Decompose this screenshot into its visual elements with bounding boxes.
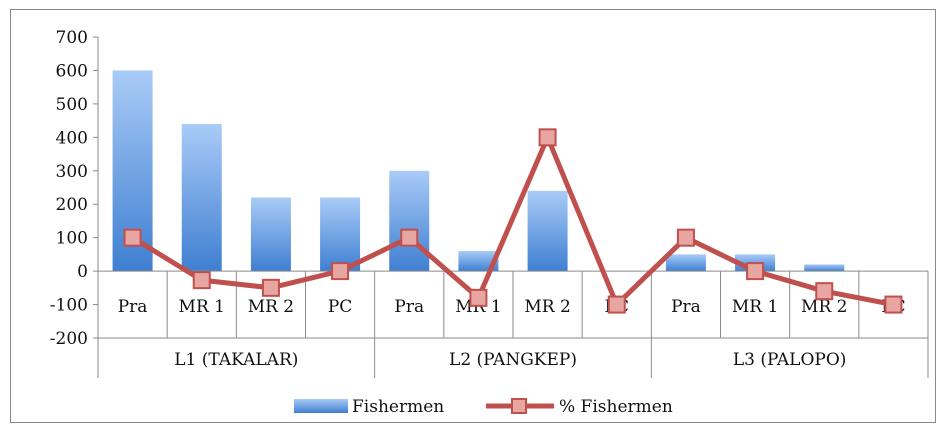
y-tick-label: 300 xyxy=(56,162,88,182)
line-point xyxy=(538,128,557,147)
y-tick-label: -100 xyxy=(50,296,88,316)
line-point xyxy=(607,295,626,314)
bar xyxy=(320,197,361,272)
y-tick-label: 100 xyxy=(56,229,88,249)
x-category-label: MR 1 xyxy=(455,297,501,317)
y-tick-label: 700 xyxy=(56,28,88,48)
x-category-label: MR 2 xyxy=(524,297,570,317)
y-tick-label: 0 xyxy=(77,262,88,282)
line-point xyxy=(469,288,488,307)
line-point xyxy=(261,278,280,297)
line-point xyxy=(884,295,903,314)
legend-bar-label: Fishermen xyxy=(352,397,444,417)
bar xyxy=(389,170,430,272)
x-category-label: MR 1 xyxy=(179,297,225,317)
line-point xyxy=(676,228,695,247)
bar-series xyxy=(112,70,845,272)
legend-bar-swatch xyxy=(294,399,348,413)
line-point xyxy=(331,262,350,281)
line-point xyxy=(746,262,765,281)
y-tick-label: 500 xyxy=(56,95,88,115)
line-series xyxy=(123,128,903,314)
x-category-label: MR 2 xyxy=(248,297,294,317)
y-tick-label: -200 xyxy=(50,329,88,349)
line-point xyxy=(123,228,142,247)
y-tick-label: 600 xyxy=(56,61,88,81)
bar xyxy=(181,123,222,272)
x-category-label: MR 2 xyxy=(801,297,847,317)
bar xyxy=(804,264,845,272)
bar xyxy=(527,190,568,272)
x-category-label: Pra xyxy=(671,297,701,317)
bar xyxy=(665,254,706,272)
x-group-label: L1 (TAKALAR) xyxy=(174,350,298,370)
chart-frame xyxy=(10,9,936,423)
bar xyxy=(458,251,499,272)
x-category-label: Pra xyxy=(394,297,424,317)
line-point xyxy=(815,282,834,301)
legend-line-marker xyxy=(511,398,527,414)
legend: Fishermen % Fishermen xyxy=(294,397,673,417)
y-tick-label: 200 xyxy=(56,195,88,215)
x-group-label: L2 (PANGKEP) xyxy=(449,350,577,370)
line-point xyxy=(192,271,211,290)
y-axis: 700 600 500 400 300 200 100 0 -100 -200 xyxy=(50,28,99,349)
bar xyxy=(250,197,291,272)
x-category-label: MR 1 xyxy=(732,297,778,317)
x-category-label: Pra xyxy=(118,297,148,317)
line-path xyxy=(131,134,894,308)
legend-line-label: % Fishermen xyxy=(559,397,673,417)
line-point xyxy=(400,228,419,247)
y-tick-label: 400 xyxy=(56,128,88,148)
x-category-label: PC xyxy=(328,297,352,317)
x-group-label: L3 (PALOPO) xyxy=(733,350,847,370)
